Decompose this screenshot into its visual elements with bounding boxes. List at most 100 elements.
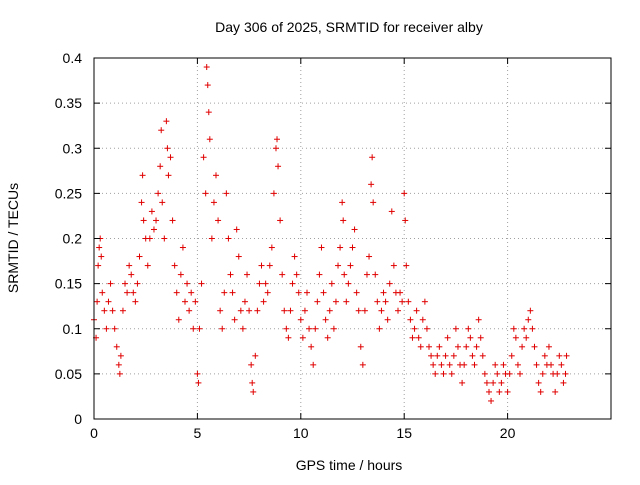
data-point	[310, 361, 317, 368]
grid-lines	[94, 58, 611, 419]
y-tick-label: 0.1	[63, 321, 83, 337]
data-point	[98, 253, 105, 260]
data-point	[481, 370, 488, 377]
data-point	[215, 217, 222, 224]
data-point	[223, 190, 230, 197]
data-point	[165, 172, 172, 179]
data-point	[512, 334, 519, 341]
data-point	[545, 343, 552, 350]
data-point	[134, 280, 141, 287]
data-point	[477, 334, 484, 341]
data-point	[382, 298, 389, 305]
data-point	[452, 325, 459, 332]
data-point	[496, 388, 503, 395]
y-tick-label: 0.3	[63, 140, 83, 156]
data-point	[471, 361, 478, 368]
data-point	[446, 361, 453, 368]
data-point	[184, 280, 191, 287]
data-point	[378, 307, 385, 314]
data-point	[535, 379, 542, 386]
data-point	[473, 343, 480, 350]
data-point	[235, 253, 242, 260]
data-point	[124, 289, 131, 296]
data-point	[248, 361, 255, 368]
data-point	[264, 289, 271, 296]
data-point	[448, 370, 455, 377]
data-point	[206, 136, 213, 143]
data-point	[227, 271, 234, 278]
data-point	[539, 370, 546, 377]
data-point	[558, 361, 565, 368]
data-point	[440, 370, 447, 377]
data-point	[517, 370, 524, 377]
data-point	[229, 289, 236, 296]
data-point	[531, 343, 538, 350]
data-point	[202, 190, 209, 197]
data-point	[469, 352, 476, 359]
data-point	[369, 154, 376, 161]
data-point	[293, 271, 300, 278]
data-point	[444, 334, 451, 341]
plot-frame	[93, 57, 612, 420]
data-point	[181, 298, 188, 305]
data-point	[324, 334, 331, 341]
data-point	[394, 307, 401, 314]
data-point	[548, 361, 555, 368]
data-point	[217, 307, 224, 314]
data-point	[326, 307, 333, 314]
data-point	[328, 280, 335, 287]
data-point	[252, 352, 259, 359]
data-point	[164, 145, 171, 152]
y-tick-label: 0.05	[55, 366, 82, 382]
x-tick-label: 20	[500, 425, 516, 441]
y-tick-label: 0.25	[55, 185, 82, 201]
data-point	[407, 316, 414, 323]
data-point	[139, 172, 146, 179]
data-point	[423, 325, 430, 332]
data-point	[488, 397, 495, 404]
data-point	[270, 190, 277, 197]
data-point	[198, 280, 205, 287]
data-point	[390, 262, 397, 269]
data-point	[262, 280, 269, 287]
data-point	[219, 325, 226, 332]
data-point	[454, 343, 461, 350]
data-point	[359, 361, 366, 368]
data-point	[101, 307, 108, 314]
x-tick-label: 0	[90, 425, 98, 441]
data-point	[116, 370, 123, 377]
data-point	[419, 316, 426, 323]
data-point	[461, 361, 468, 368]
data-point	[347, 262, 354, 269]
data-point	[421, 298, 428, 305]
y-tick-label: 0.2	[63, 231, 83, 247]
data-point	[465, 325, 472, 332]
data-point	[339, 199, 346, 206]
data-point	[140, 217, 147, 224]
data-point	[372, 271, 379, 278]
data-point	[388, 208, 395, 215]
data-point	[415, 334, 422, 341]
data-point	[213, 172, 220, 179]
data-point	[426, 343, 433, 350]
data-point	[322, 316, 329, 323]
data-point	[266, 262, 273, 269]
data-point	[115, 361, 122, 368]
data-point	[349, 244, 356, 251]
data-point	[504, 388, 511, 395]
data-point	[500, 361, 507, 368]
data-point	[289, 280, 296, 287]
data-point	[190, 325, 197, 332]
data-point	[239, 325, 246, 332]
data-point	[204, 82, 211, 89]
data-point	[411, 325, 418, 332]
data-point	[403, 262, 410, 269]
data-point	[508, 352, 515, 359]
data-point	[117, 352, 124, 359]
data-point	[498, 379, 505, 386]
data-point	[494, 370, 501, 377]
data-point	[237, 307, 244, 314]
data-point	[277, 217, 284, 224]
data-point	[442, 352, 449, 359]
data-point	[541, 352, 548, 359]
